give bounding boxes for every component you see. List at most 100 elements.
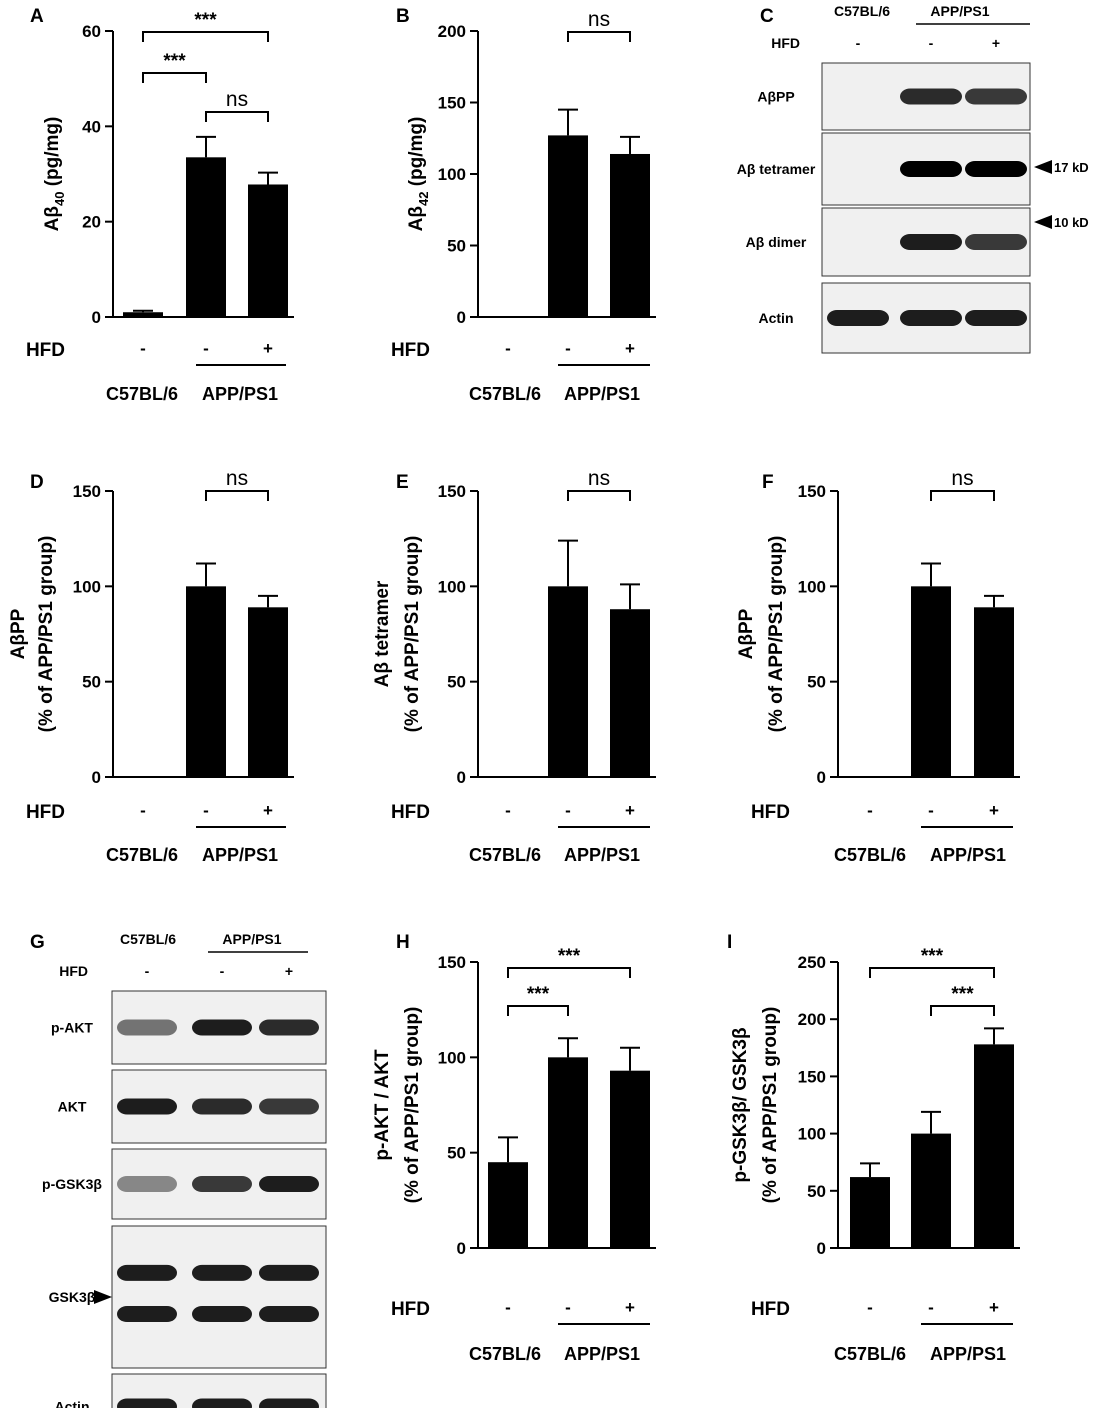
marker-arrow xyxy=(1034,215,1052,229)
significance-bracket xyxy=(930,490,995,501)
hfd-mark: - xyxy=(203,801,209,820)
blot-row-label: Aβ tetramer xyxy=(737,161,816,177)
bar xyxy=(610,1070,650,1248)
blot-hfd-label: HFD xyxy=(771,35,800,51)
blot-hfd-mark: + xyxy=(992,35,1000,51)
y-tick-label: 0 xyxy=(457,1239,466,1258)
panel-letter: A xyxy=(30,6,44,27)
gsk3b-arrow xyxy=(94,1290,112,1304)
y-axis-label-line1: AβPP xyxy=(736,608,757,659)
y-tick-label: 100 xyxy=(438,165,466,184)
y-tick-label: 100 xyxy=(798,1125,826,1144)
blot-band xyxy=(192,1264,252,1281)
group-label-wt: C57BL/6 xyxy=(106,384,178,404)
panel-letter: C xyxy=(760,6,774,27)
hfd-mark: - xyxy=(565,801,571,820)
y-tick-label: 50 xyxy=(807,1182,826,1201)
significance-bracket xyxy=(567,490,631,501)
group-label-tg: APP/PS1 xyxy=(930,845,1006,865)
bar xyxy=(911,586,951,777)
significance-label: ns xyxy=(226,88,248,111)
y-axis-label-line1: p-AKT / AKT xyxy=(372,1049,393,1161)
hfd-mark: - xyxy=(203,339,209,358)
blot-row-label: p-AKT xyxy=(51,1020,93,1036)
hfd-label: HFD xyxy=(26,802,65,823)
chart-panel-e: E 0 50 100 150 Aβ tetramer (% of APP/PS1 group… xyxy=(372,467,656,865)
hfd-mark: + xyxy=(989,801,999,820)
chart-panel-i: I 0 50 100 150 200 250 p-GSK3β/ GSK3β (% of APP/… xyxy=(727,932,1020,1364)
blot-band xyxy=(965,310,1027,326)
blot-hfd-mark: - xyxy=(856,35,861,51)
blot-row-label: GSK3β xyxy=(49,1289,96,1305)
y-axis-label-line2: (% of APP/PS1 group) xyxy=(36,536,57,733)
y-axis-label-line1: Aβ tetramer xyxy=(372,580,393,687)
bar xyxy=(610,153,650,317)
group-label-tg: APP/PS1 xyxy=(564,384,640,404)
blot-strain-label: APP/PS1 xyxy=(222,931,281,947)
hfd-label: HFD xyxy=(391,802,430,823)
blot-hfd-mark: - xyxy=(929,35,934,51)
significance-label: ns xyxy=(951,467,973,490)
panel-letter: E xyxy=(396,472,409,493)
bar xyxy=(850,1177,890,1248)
blot-row-label: p-GSK3β xyxy=(42,1176,102,1192)
hfd-mark: - xyxy=(140,339,146,358)
y-tick-label: 250 xyxy=(798,953,826,972)
significance-bracket xyxy=(142,72,207,83)
bar xyxy=(610,609,650,777)
blot-strain-label: C57BL/6 xyxy=(120,931,176,947)
significance-label: *** xyxy=(194,10,217,31)
blot-hfd-label: HFD xyxy=(59,963,88,979)
y-tick-label: 0 xyxy=(817,768,826,787)
blot-band xyxy=(117,1264,177,1281)
blot-band xyxy=(117,1176,177,1192)
significance-label: *** xyxy=(527,984,550,1005)
significance-label: ns xyxy=(588,8,610,31)
blot-hfd-mark: + xyxy=(285,963,293,979)
bar xyxy=(186,157,226,317)
significance-bracket xyxy=(142,31,269,42)
y-axis-label-line2: (% of APP/PS1 group) xyxy=(760,1007,781,1204)
group-label-tg: APP/PS1 xyxy=(202,384,278,404)
bar xyxy=(488,1162,528,1248)
y-tick-label: 50 xyxy=(82,673,101,692)
y-tick-label: 150 xyxy=(438,953,466,972)
blot-strain-label: APP/PS1 xyxy=(930,3,989,19)
blot-row-label: Actin xyxy=(759,310,794,326)
y-axis-label-unit: (pg/mg) xyxy=(42,117,63,192)
group-label-wt: C57BL/6 xyxy=(834,1344,906,1364)
bar xyxy=(248,184,288,317)
hfd-label: HFD xyxy=(751,802,790,823)
y-tick-label: 0 xyxy=(457,768,466,787)
chart-panel-f: F 0 50 100 150 AβPP (% of APP/PS1 group) ns HFD -… xyxy=(736,467,1020,865)
y-tick-label: 100 xyxy=(438,577,466,596)
y-tick-label: 50 xyxy=(447,673,466,692)
blot-panel-c: C C57BL/6 APP/PS1 HFD - - + AβPP Aβ tetramer Aβ d… xyxy=(737,3,1089,354)
blot-band xyxy=(259,1098,319,1115)
blot-panel-g: G C57BL/6 APP/PS1 HFD - - + p-AKT AKT p-GSK3β GSK3… xyxy=(30,931,327,1408)
bar xyxy=(548,586,588,777)
hfd-mark: + xyxy=(625,339,635,358)
blot-band xyxy=(259,1306,319,1323)
y-tick-label: 0 xyxy=(92,768,101,787)
panel-letter: F xyxy=(762,472,774,493)
bar xyxy=(974,607,1014,777)
group-label-wt: C57BL/6 xyxy=(834,845,906,865)
hfd-mark: - xyxy=(928,1298,934,1317)
group-label-tg: APP/PS1 xyxy=(564,845,640,865)
bar xyxy=(548,135,588,317)
blot-band xyxy=(117,1019,177,1036)
marker-label: 17 kD xyxy=(1054,160,1089,175)
hfd-mark: + xyxy=(263,801,273,820)
y-tick-label: 150 xyxy=(73,482,101,501)
blot-row-label: Actin xyxy=(55,1399,90,1408)
blot-band xyxy=(117,1098,177,1115)
blot-band xyxy=(900,310,962,326)
bar xyxy=(911,1133,951,1248)
y-axis-label: Aβ42 (pg/mg) xyxy=(406,117,431,232)
group-label-tg: APP/PS1 xyxy=(564,1344,640,1364)
blot-band xyxy=(900,88,962,105)
y-tick-label: 60 xyxy=(82,22,101,41)
blot-strip xyxy=(111,1225,327,1369)
blot-band xyxy=(900,234,962,250)
